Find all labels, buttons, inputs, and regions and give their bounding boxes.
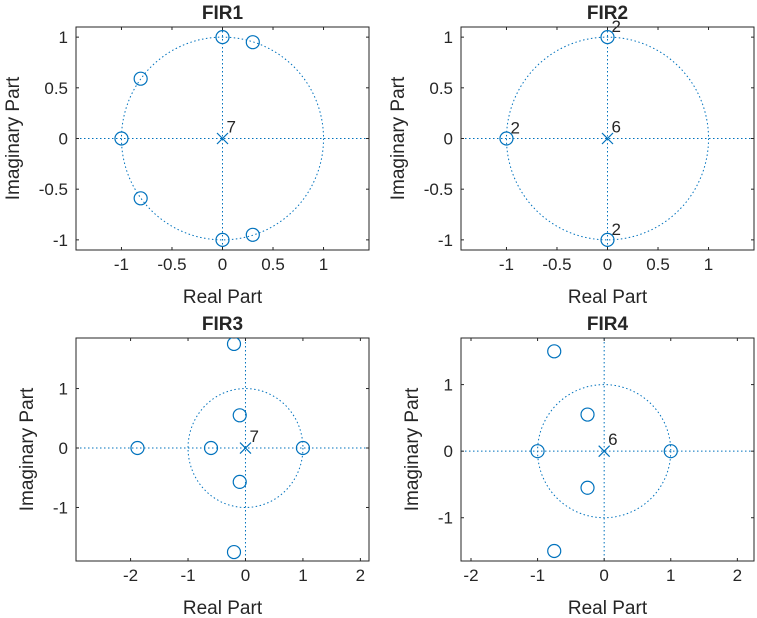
plot-title: FIR3	[202, 314, 243, 335]
y-tick-label: 0	[59, 439, 68, 458]
y-tick-label: -0.5	[424, 180, 453, 199]
y-axis-label: Imaginary Part	[3, 76, 24, 200]
plot-fir4: 6 -2 -1 0 1 2 -1 0 1 FIR4 Real Part Imaginary Part	[402, 314, 755, 618]
y-axis-label: Imaginary Part	[17, 387, 38, 511]
axes-frame	[75, 337, 370, 562]
unit-circle	[505, 36, 710, 241]
pole-multiplicity-label: 7	[227, 118, 236, 137]
zero-marker	[232, 408, 247, 423]
x-axis-label: Real Part	[183, 598, 263, 618]
zero-marker	[226, 544, 242, 560]
y-tick-label: 0	[444, 442, 453, 461]
y-tick-label: -1	[438, 509, 453, 528]
x-tick-label: 1	[666, 566, 675, 585]
zero-marker	[133, 191, 148, 206]
plot-fir1: 7 -1 -0.5 0 0.5 1 -1 -0.5 0 0.5 1 FIR1 Real Part Imag…	[3, 3, 370, 308]
zero-marker	[600, 30, 615, 45]
x-tick-label: 0	[241, 566, 250, 585]
x-tick-label: -1	[499, 255, 514, 274]
x-tick-label: -0.5	[542, 255, 571, 274]
zero-marker	[530, 444, 545, 459]
x-tick-label: 1	[319, 255, 328, 274]
plot-fir3: 7 -2 -1 0 1 2 -1 0 1 FIR3 Real Part Imaginary Part	[17, 314, 370, 618]
zero-marker	[547, 543, 562, 559]
zero-marker	[600, 232, 615, 247]
x-tick-label: 0	[599, 566, 608, 585]
y-tick-label: 1	[444, 376, 453, 395]
x-tick-label: 1	[298, 566, 307, 585]
y-tick-label: 0.5	[44, 79, 68, 98]
axes-frame	[460, 337, 755, 562]
plot-title: FIR2	[587, 3, 628, 24]
y-axis-label: Imaginary Part	[388, 76, 409, 200]
pole-multiplicity-label: 6	[612, 118, 621, 137]
x-tick-label: 0	[603, 255, 612, 274]
unit-circle	[187, 388, 304, 508]
x-tick-label: 2	[356, 566, 365, 585]
zero-marker	[499, 131, 514, 146]
x-tick-label: -2	[123, 566, 138, 585]
y-tick-label: -0.5	[39, 180, 68, 199]
x-axis-label: Real Part	[183, 287, 263, 308]
zero-marker	[580, 407, 595, 422]
y-tick-label: -1	[53, 498, 68, 517]
x-tick-label: -1	[180, 566, 195, 585]
x-axis-label: Real Part	[568, 598, 648, 618]
plot-title: FIR1	[202, 3, 244, 24]
y-axis-label: Imaginary Part	[402, 387, 423, 511]
zero-marker	[226, 338, 242, 352]
plot-fir2: 2 2 2 6 -1 -0.5 0 0.5 1 -1 -0.5 0 0.5 1 FIR2 Real Part I…	[388, 3, 755, 308]
x-tick-label: -1	[114, 255, 129, 274]
pole-marker	[598, 445, 611, 458]
x-tick-label: 0.5	[261, 255, 285, 274]
zero-multiplicity-label: 2	[612, 17, 621, 36]
zero-marker	[547, 344, 562, 359]
y-tick-label: 1	[59, 28, 68, 47]
x-tick-label: -2	[463, 566, 478, 585]
y-tick-label: -1	[438, 231, 453, 250]
x-tick-label: 0.5	[646, 255, 670, 274]
y-tick-label: 1	[59, 380, 68, 399]
y-tick-label: 0	[444, 130, 453, 149]
unit-circle	[120, 36, 325, 241]
zero-marker	[295, 440, 311, 456]
pole-multiplicity-label: 6	[608, 430, 617, 449]
x-tick-label: 1	[704, 255, 713, 274]
zero-multiplicity-label: 2	[510, 119, 519, 138]
zero-multiplicity-label: 2	[612, 220, 621, 239]
zero-marker	[133, 71, 148, 86]
pole-marker	[239, 442, 252, 454]
zero-marker	[663, 444, 678, 459]
zero-marker	[580, 480, 595, 495]
y-tick-label: -1	[53, 231, 68, 250]
zero-marker	[245, 35, 260, 50]
zero-marker	[215, 30, 230, 45]
x-tick-label: 0	[218, 255, 227, 274]
x-tick-label: -1	[530, 566, 545, 585]
zero-marker	[130, 440, 145, 456]
x-tick-label: 2	[733, 566, 742, 585]
pole-marker	[601, 132, 614, 145]
zero-marker	[114, 131, 129, 146]
y-tick-label: 0	[59, 130, 68, 149]
zero-marker	[203, 440, 219, 456]
y-tick-label: 1	[444, 28, 453, 47]
zero-marker	[215, 232, 230, 247]
zero-marker	[232, 474, 247, 490]
x-axis-label: Real Part	[568, 287, 648, 308]
x-tick-label: -0.5	[157, 255, 186, 274]
y-tick-label: 0.5	[429, 79, 453, 98]
plot-title: FIR4	[587, 314, 629, 335]
pole-multiplicity-label: 7	[249, 427, 258, 446]
pole-marker	[216, 132, 229, 145]
unit-circle	[537, 384, 672, 519]
zero-marker	[245, 227, 260, 242]
